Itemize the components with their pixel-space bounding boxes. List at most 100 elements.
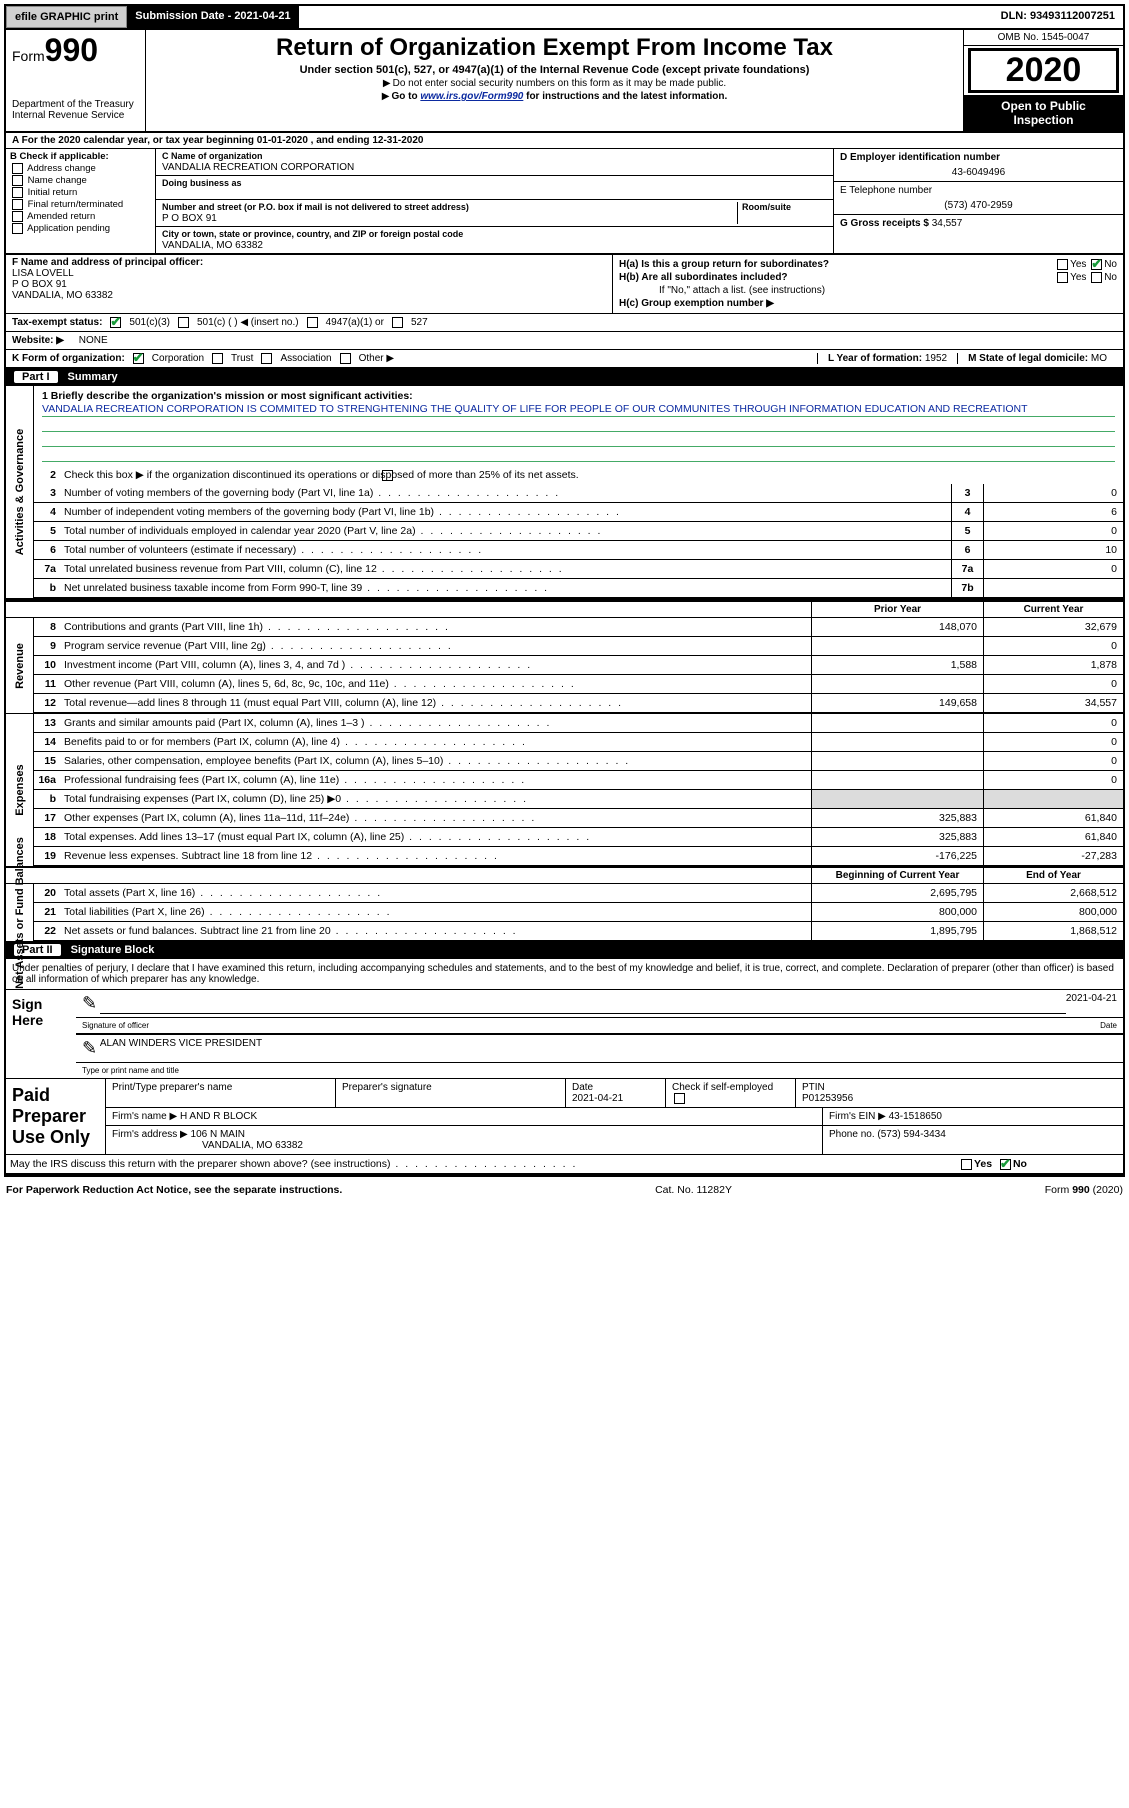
beg-year-hdr: Beginning of Current Year: [811, 868, 983, 883]
chk-amended[interactable]: Amended return: [27, 211, 95, 222]
chk-pending[interactable]: Application pending: [27, 223, 110, 234]
line-b-text: Net unrelated business taxable income fr…: [60, 579, 951, 597]
line-11-prior: [811, 675, 983, 693]
ha-no[interactable]: No: [1104, 259, 1117, 270]
line-19-prior: -176,225: [811, 847, 983, 865]
line-21-current: 800,000: [983, 903, 1123, 921]
part2-title: Signature Block: [71, 944, 155, 956]
sig-date: 2021-04-21: [1066, 993, 1117, 1014]
line-6-text: Total number of volunteers (estimate if …: [60, 541, 951, 559]
efile-button[interactable]: efile GRAPHIC print: [6, 6, 127, 28]
line-14-prior: [811, 733, 983, 751]
k-row: K Form of organization: Corporation Trus…: [6, 350, 1123, 368]
line-10-current: 1,878: [983, 656, 1123, 674]
c-name-lbl: C Name of organization: [162, 151, 263, 161]
line-17-prior: 325,883: [811, 809, 983, 827]
chk-self-emp[interactable]: [674, 1093, 685, 1104]
netassets-vlabel: Net Assets or Fund Balances: [14, 837, 26, 989]
firm-phone: (573) 594-3434: [877, 1129, 945, 1140]
opt-corp: Corporation: [152, 353, 204, 364]
line-18-current: 61,840: [983, 828, 1123, 846]
firm-name-lbl: Firm's name ▶: [112, 1111, 177, 1122]
chk-assoc[interactable]: [261, 353, 272, 364]
line-b-prior: [811, 790, 983, 808]
line-4-box: 4: [951, 503, 983, 521]
line-13-text: Grants and similar amounts paid (Part IX…: [60, 714, 811, 732]
line-4-val: 6: [983, 503, 1123, 521]
line-15-prior: [811, 752, 983, 770]
discuss-yes-chk[interactable]: [961, 1159, 972, 1170]
discuss-no-chk[interactable]: [1000, 1159, 1011, 1170]
line-14-text: Benefits paid to or for members (Part IX…: [60, 733, 811, 751]
line-18-prior: 325,883: [811, 828, 983, 846]
j-lbl: Website: ▶: [12, 335, 64, 346]
line-20-text: Total assets (Part X, line 16): [60, 884, 811, 902]
expenses-vlabel: Expenses: [14, 764, 26, 815]
line-b-box: 7b: [951, 579, 983, 597]
dln-label: DLN: 93493112007251: [993, 6, 1123, 28]
line-5-text: Total number of individuals employed in …: [60, 522, 951, 540]
line-8-current: 32,679: [983, 618, 1123, 636]
m-lbl: M State of legal domicile:: [968, 353, 1088, 364]
line-10-text: Investment income (Part VIII, column (A)…: [60, 656, 811, 674]
hb-no[interactable]: No: [1104, 272, 1117, 283]
chk-501c[interactable]: [178, 317, 189, 328]
chk-discontinued[interactable]: [382, 470, 393, 481]
note2b: for instructions and the latest informat…: [523, 91, 727, 102]
chk-other[interactable]: [340, 353, 351, 364]
gross-val: 34,557: [932, 218, 963, 229]
sig-officer-lbl: Signature of officer: [82, 1021, 149, 1030]
chk-address[interactable]: Address change: [27, 163, 96, 174]
chk-initial[interactable]: Initial return: [28, 187, 78, 198]
perjury-declaration: Under penalties of perjury, I declare th…: [6, 959, 1123, 990]
line-15-current: 0: [983, 752, 1123, 770]
k-lbl: K Form of organization:: [12, 353, 125, 364]
ha-yes[interactable]: Yes: [1070, 259, 1086, 270]
chk-4947[interactable]: [307, 317, 318, 328]
opt-501c3: 501(c)(3): [129, 317, 170, 328]
hb-note: If "No," attach a list. (see instruction…: [619, 285, 1117, 296]
note2a: Go to: [391, 91, 420, 102]
line-9-text: Program service revenue (Part VIII, line…: [60, 637, 811, 655]
chk-501c3[interactable]: [110, 317, 121, 328]
phone-lbl: E Telephone number: [840, 185, 932, 196]
f-lbl: F Name and address of principal officer:: [12, 257, 203, 268]
dept-irs: Internal Revenue Service: [12, 110, 139, 121]
line-22-text: Net assets or fund balances. Subtract li…: [60, 922, 811, 940]
top-strip: efile GRAPHIC print Submission Date - 20…: [6, 6, 1123, 30]
gross-lbl: G Gross receipts $: [840, 218, 929, 229]
officer-h-block: F Name and address of principal officer:…: [6, 255, 1123, 314]
line-b-current: [983, 790, 1123, 808]
dept-treasury: Department of the Treasury: [12, 99, 139, 110]
ha-lbl: H(a) Is this a group return for subordin…: [619, 259, 829, 270]
tax-year: 2020: [968, 48, 1119, 93]
line-b-val: [983, 579, 1123, 597]
line-22-prior: 1,895,795: [811, 922, 983, 940]
beg-end-header: Beginning of Current Year End of Year: [6, 866, 1123, 884]
ptin-lbl: PTIN: [802, 1082, 825, 1093]
line-12-prior: 149,658: [811, 694, 983, 712]
tax-period: A For the 2020 calendar year, or tax yea…: [6, 133, 1123, 149]
discuss-question: May the IRS discuss this return with the…: [6, 1155, 953, 1173]
instructions-link[interactable]: www.irs.gov/Form990: [420, 91, 523, 102]
part2-bar: Part II Signature Block: [6, 941, 1123, 959]
line-13-prior: [811, 714, 983, 732]
hb-yes[interactable]: Yes: [1070, 272, 1086, 283]
line-19-current: -27,283: [983, 847, 1123, 865]
line-18-text: Total expenses. Add lines 13–17 (must eq…: [60, 828, 811, 846]
website-row: Website: ▶ NONE: [6, 332, 1123, 350]
prep-date-lbl: Date: [572, 1082, 593, 1093]
chk-final[interactable]: Final return/terminated: [28, 199, 124, 210]
org-addr: P O BOX 91: [162, 213, 217, 224]
chk-527[interactable]: [392, 317, 403, 328]
mission-text: VANDALIA RECREATION CORPORATION IS COMMI…: [42, 402, 1115, 417]
chk-corp[interactable]: [133, 353, 144, 364]
chk-name[interactable]: Name change: [28, 175, 87, 186]
dba-lbl: Doing business as: [162, 178, 242, 188]
discuss-yes: Yes: [974, 1158, 992, 1170]
line-7a-text: Total unrelated business revenue from Pa…: [60, 560, 951, 578]
phone-val: (573) 470-2959: [840, 200, 1117, 211]
chk-trust[interactable]: [212, 353, 223, 364]
open-public-1: Open to Public: [1001, 99, 1086, 113]
signature-block: Under penalties of perjury, I declare th…: [6, 959, 1123, 1175]
